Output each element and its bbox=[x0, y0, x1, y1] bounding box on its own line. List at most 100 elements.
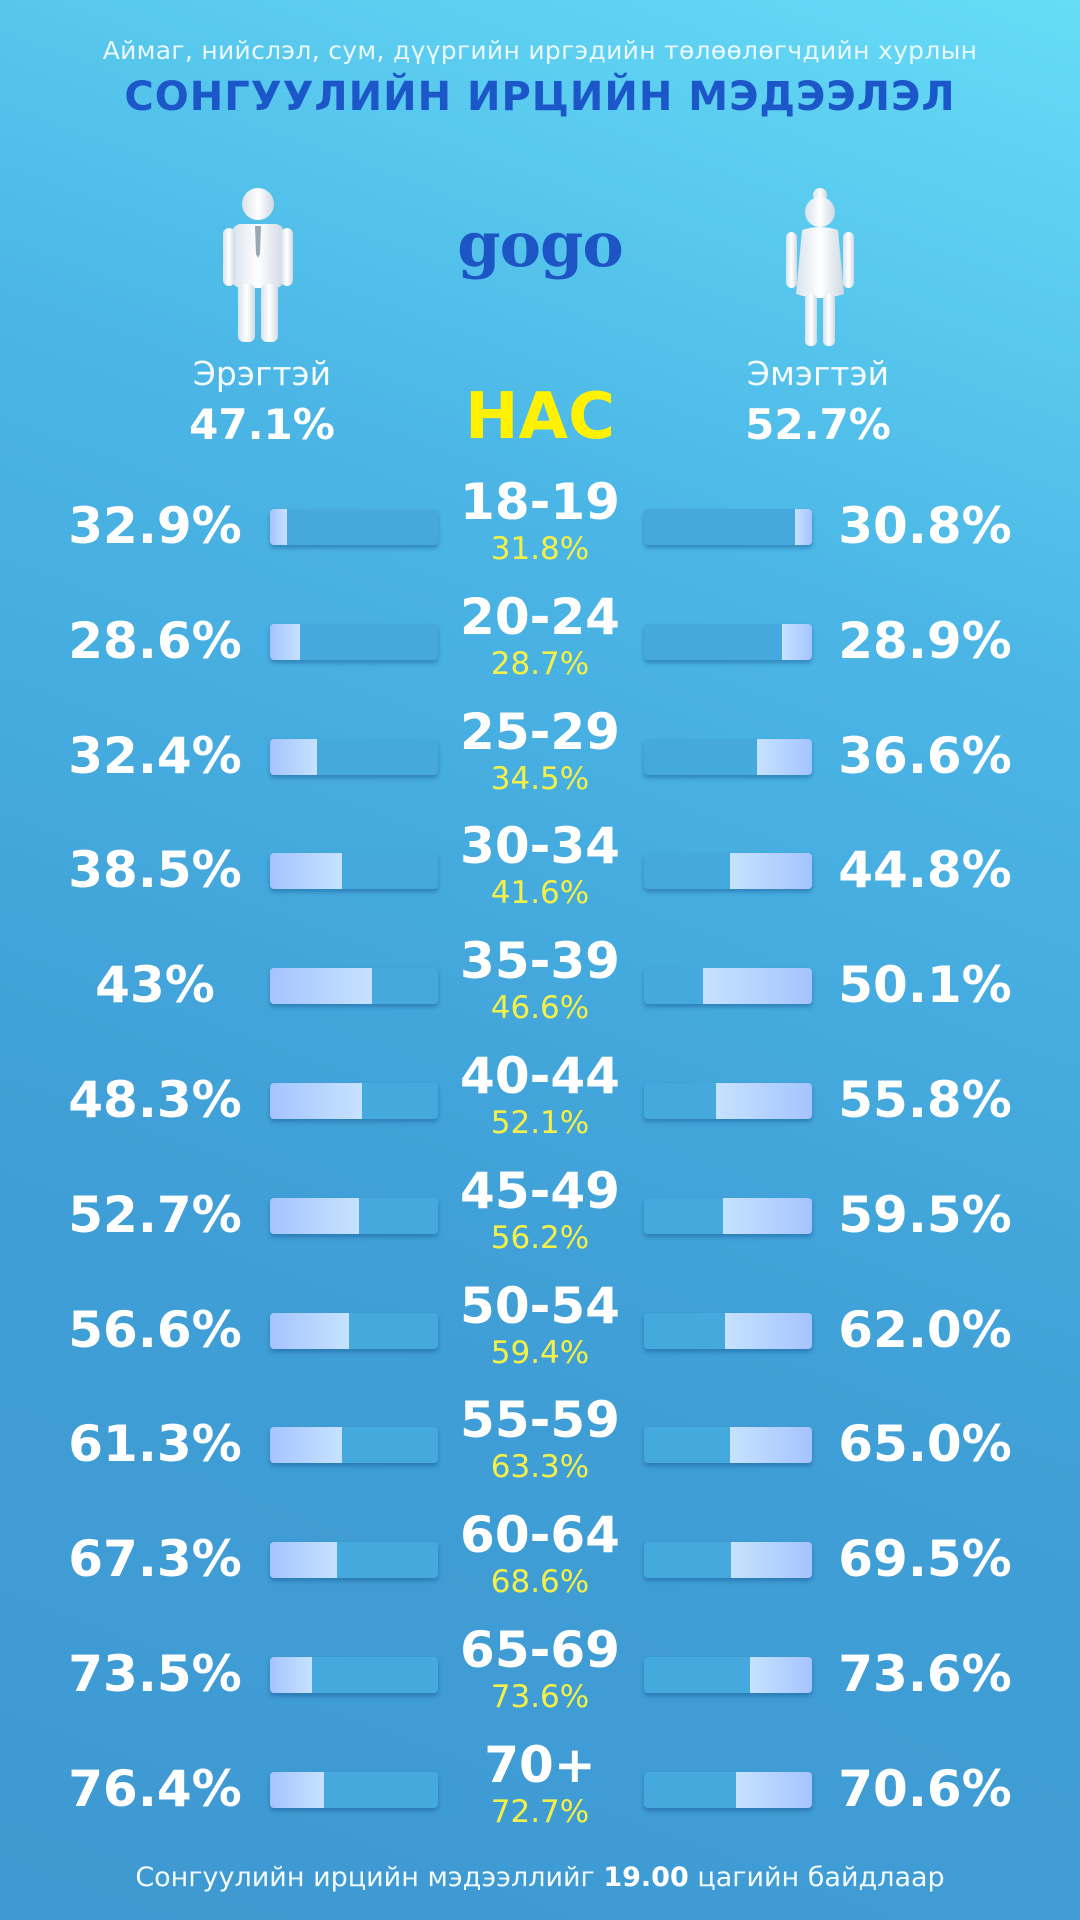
female-bar-fill bbox=[736, 1771, 812, 1808]
male-pct: 48.3% bbox=[68, 1071, 242, 1129]
total-pct: 34.5% bbox=[490, 760, 590, 797]
female-bar bbox=[644, 509, 812, 545]
male-pct: 32.9% bbox=[68, 497, 242, 555]
male-bar-fill bbox=[270, 1427, 342, 1464]
female-bar-fill bbox=[750, 1657, 812, 1693]
male-bar bbox=[270, 1542, 438, 1579]
male-bar-fill bbox=[270, 509, 287, 545]
female-bar bbox=[644, 1083, 812, 1119]
male-pct: 28.6% bbox=[68, 611, 242, 670]
female-bar bbox=[644, 1771, 812, 1808]
female-bar bbox=[644, 1427, 812, 1464]
male-pct: 52.7% bbox=[68, 1185, 242, 1244]
male-pct: 32.4% bbox=[68, 726, 242, 785]
female-pct: 28.9% bbox=[838, 611, 1012, 670]
male-pct: 43% bbox=[95, 956, 215, 1015]
age-row: 61.3% 55-59 63.3% 65.0% bbox=[0, 1391, 1080, 1515]
male-bar bbox=[270, 738, 438, 775]
age-header: НАС bbox=[464, 380, 616, 454]
female-pct: 59.5% bbox=[838, 1185, 1012, 1244]
total-pct: 56.2% bbox=[490, 1219, 590, 1256]
age-group-label: 65-69 bbox=[460, 1621, 620, 1679]
female-pct: 65.0% bbox=[838, 1415, 1012, 1474]
age-group-label: 55-59 bbox=[460, 1391, 620, 1450]
female-bar bbox=[644, 1657, 812, 1693]
male-bar bbox=[270, 509, 438, 545]
female-bar-fill bbox=[782, 623, 812, 660]
male-bar-fill bbox=[270, 623, 300, 660]
male-pct: 73.5% bbox=[68, 1645, 242, 1703]
male-pct: 56.6% bbox=[68, 1300, 242, 1359]
age-row: 73.5% 65-69 73.6% 73.6% bbox=[0, 1621, 1080, 1745]
age-row: 32.4% 25-29 34.5% 36.6% bbox=[0, 703, 1080, 827]
male-bar bbox=[270, 853, 438, 890]
female-bar-fill bbox=[716, 1083, 812, 1119]
total-pct: 28.7% bbox=[490, 645, 590, 682]
total-pct: 52.1% bbox=[490, 1105, 590, 1141]
total-pct: 59.4% bbox=[490, 1334, 590, 1371]
female-bar-fill bbox=[795, 509, 812, 545]
male-bar-fill bbox=[270, 1657, 312, 1693]
age-group-label: 30-34 bbox=[460, 817, 620, 876]
man-figure-icon bbox=[223, 188, 293, 342]
age-group-label: 50-54 bbox=[460, 1276, 620, 1335]
female-label: Эмэгтэй bbox=[746, 354, 890, 393]
age-group-label: 18-19 bbox=[460, 473, 620, 531]
male-bar-fill bbox=[270, 738, 317, 775]
total-pct: 46.6% bbox=[490, 990, 590, 1027]
footer-prefix: Сонгуулийн ирцийн мэдээллийг bbox=[135, 1862, 595, 1893]
age-row: 38.5% 30-34 41.6% 44.8% bbox=[0, 817, 1080, 941]
male-pct: 76.4% bbox=[68, 1759, 242, 1818]
male-bar bbox=[270, 1771, 438, 1808]
age-row: 52.7% 45-49 56.2% 59.5% bbox=[0, 1162, 1080, 1286]
male-bar-fill bbox=[270, 1083, 362, 1119]
total-pct: 63.3% bbox=[490, 1449, 590, 1486]
page-title: СОНГУУЛИЙН ИРЦИЙН МЭДЭЭЛЭЛ bbox=[124, 74, 956, 120]
age-group-label: 45-49 bbox=[460, 1161, 620, 1220]
male-bar-fill bbox=[270, 1312, 349, 1349]
total-pct: 31.8% bbox=[490, 531, 590, 567]
age-group-label: 20-24 bbox=[460, 587, 620, 646]
female-pct: 30.8% bbox=[838, 497, 1012, 555]
female-pct: 55.8% bbox=[838, 1071, 1012, 1129]
female-pct: 50.1% bbox=[838, 956, 1012, 1015]
male-bar bbox=[270, 968, 438, 1005]
female-bar bbox=[644, 1312, 812, 1349]
subtitle: Аймаг, нийслэл, сум, дүүргийн иргэдийн т… bbox=[102, 36, 978, 65]
male-bar bbox=[270, 1427, 438, 1464]
female-pct: 73.6% bbox=[838, 1645, 1012, 1703]
male-bar-fill bbox=[270, 1197, 359, 1234]
female-pct: 44.8% bbox=[838, 841, 1012, 900]
age-row: 48.3% 40-44 52.1% 55.8% bbox=[0, 1047, 1080, 1171]
age-group-label: 60-64 bbox=[460, 1506, 620, 1565]
male-pct: 67.3% bbox=[68, 1530, 242, 1589]
male-bar bbox=[270, 1312, 438, 1349]
male-bar bbox=[270, 623, 438, 660]
woman-figure-icon bbox=[786, 188, 854, 346]
female-bar-fill bbox=[730, 853, 812, 890]
male-bar-fill bbox=[270, 1542, 337, 1579]
male-bar-fill bbox=[270, 968, 372, 1005]
gogo-logo: gogo bbox=[457, 208, 623, 281]
female-bar-fill bbox=[730, 1427, 812, 1464]
total-pct: 68.6% bbox=[490, 1564, 590, 1601]
female-bar bbox=[644, 1197, 812, 1234]
age-row: 56.6% 50-54 59.4% 62.0% bbox=[0, 1277, 1080, 1401]
female-bar bbox=[644, 853, 812, 890]
male-bar bbox=[270, 1197, 438, 1234]
age-row: 28.6% 20-24 28.7% 28.9% bbox=[0, 588, 1080, 712]
age-group-label: 40-44 bbox=[460, 1047, 620, 1105]
footer-note: Сонгуулийн ирцийн мэдээллийг 19.00 цагий… bbox=[0, 1862, 1080, 1893]
female-total-pct: 52.7% bbox=[745, 400, 891, 449]
female-bar-fill bbox=[723, 1197, 812, 1234]
female-bar-fill bbox=[731, 1542, 812, 1579]
female-bar-fill bbox=[757, 738, 812, 775]
female-pct: 36.6% bbox=[838, 726, 1012, 785]
female-bar-fill bbox=[703, 968, 812, 1005]
female-bar bbox=[644, 968, 812, 1005]
total-pct: 73.6% bbox=[490, 1679, 590, 1715]
female-pct: 62.0% bbox=[838, 1300, 1012, 1359]
female-bar-fill bbox=[725, 1312, 812, 1349]
male-bar bbox=[270, 1083, 438, 1119]
age-group-label: 70+ bbox=[484, 1735, 596, 1794]
